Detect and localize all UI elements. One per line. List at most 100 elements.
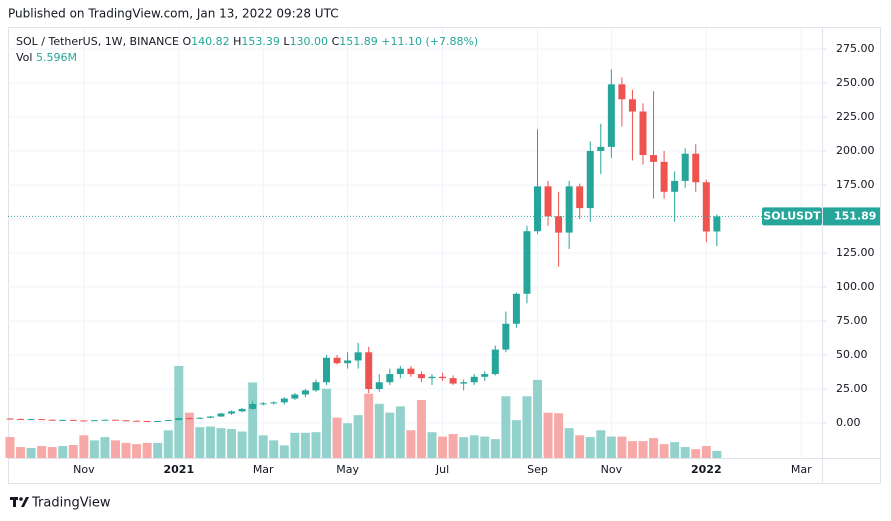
candle-body bbox=[175, 418, 183, 421]
volume-bar bbox=[111, 440, 120, 458]
y-tick-label: 250.00 bbox=[836, 76, 875, 89]
volume-bar bbox=[374, 403, 384, 458]
x-tick-label: Nov bbox=[73, 463, 95, 476]
candle-body bbox=[512, 293, 520, 324]
candle-body bbox=[291, 394, 299, 399]
candle-body bbox=[80, 420, 88, 422]
volume-bar bbox=[58, 446, 68, 458]
candle-body bbox=[470, 376, 478, 383]
volume-bar bbox=[290, 432, 300, 458]
candle-body bbox=[344, 360, 352, 364]
y-tick-label: 125.00 bbox=[836, 246, 875, 259]
candle-body bbox=[333, 357, 341, 364]
volume-bar bbox=[47, 447, 57, 458]
candle-body bbox=[185, 418, 193, 420]
candle-body bbox=[259, 403, 267, 405]
candle-body bbox=[59, 419, 67, 421]
candle-body bbox=[206, 416, 214, 418]
volume-bar bbox=[184, 412, 194, 458]
volume-legend: Vol 5.596M bbox=[16, 51, 77, 64]
candle-body bbox=[597, 146, 605, 151]
candle-body bbox=[586, 150, 594, 209]
volume-bar bbox=[163, 430, 173, 458]
candle-body bbox=[386, 374, 394, 383]
candle-body bbox=[439, 376, 447, 379]
symbol-label: SOLUSDT bbox=[763, 209, 821, 222]
volume-bar bbox=[227, 429, 237, 458]
candle-body bbox=[38, 419, 46, 421]
candle-body bbox=[555, 216, 563, 233]
volume-bar bbox=[406, 430, 416, 458]
candle-body bbox=[280, 398, 288, 403]
volume-bar bbox=[89, 440, 99, 458]
candle-body bbox=[249, 403, 257, 409]
volume-bar bbox=[522, 396, 532, 458]
volume-bar bbox=[364, 393, 374, 458]
candle-body bbox=[692, 153, 700, 183]
volume-bar bbox=[638, 441, 648, 458]
marks bbox=[5, 69, 822, 458]
candle-body bbox=[460, 382, 468, 384]
candle-body bbox=[544, 186, 552, 217]
volume-bar bbox=[395, 406, 405, 458]
volume-bar bbox=[680, 447, 690, 458]
y-tick-label: 100.00 bbox=[836, 280, 875, 293]
candle-body bbox=[69, 419, 77, 421]
candle-body bbox=[607, 84, 615, 147]
ohlc-label: L bbox=[283, 35, 290, 48]
volume-bar bbox=[353, 415, 363, 458]
candle-body bbox=[365, 352, 373, 390]
volume-bar bbox=[174, 366, 184, 458]
candle-body bbox=[407, 368, 415, 375]
volume-bar bbox=[300, 432, 310, 458]
y-tick-label: 225.00 bbox=[836, 110, 875, 123]
candle-body bbox=[671, 180, 679, 192]
candle-body bbox=[417, 374, 425, 379]
candle-body bbox=[323, 357, 330, 383]
volume-bar bbox=[269, 440, 279, 458]
candle-body bbox=[639, 111, 647, 156]
volume-bar bbox=[543, 412, 553, 458]
volume-bar bbox=[659, 444, 669, 458]
x-tick-label: Mar bbox=[253, 463, 274, 476]
candle-body bbox=[90, 420, 98, 422]
legend-row: SOL / TetherUS, 1W, BINANCE O140.82 H153… bbox=[16, 35, 478, 48]
volume-bar bbox=[68, 445, 78, 458]
volume-bar bbox=[438, 436, 448, 458]
volume-bar bbox=[533, 379, 542, 458]
candle-body bbox=[312, 382, 320, 391]
candle-body bbox=[196, 417, 204, 419]
volume-bar bbox=[16, 447, 26, 458]
volume-bar bbox=[617, 436, 627, 458]
volume-bar bbox=[480, 436, 490, 458]
x-tick-label: 2021 bbox=[163, 463, 194, 476]
candle-body bbox=[681, 153, 689, 181]
symbol: SOL / TetherUS, 1W, BINANCE bbox=[16, 35, 179, 48]
volume-bar bbox=[153, 442, 163, 458]
ohlc-value: 151.89 bbox=[339, 35, 378, 48]
volume-bar bbox=[132, 444, 142, 458]
volume-bar bbox=[427, 432, 437, 458]
candle-body bbox=[428, 376, 436, 379]
volume-bar bbox=[195, 427, 205, 458]
volume-label: Vol bbox=[16, 51, 32, 64]
candle-body bbox=[238, 408, 246, 412]
volume-bar bbox=[322, 388, 331, 458]
ohlc-label: C bbox=[332, 35, 340, 48]
axes: 0.0025.0050.0075.00100.00125.00150.00175… bbox=[73, 42, 880, 476]
candle-body bbox=[154, 420, 162, 422]
volume-bar bbox=[691, 449, 701, 458]
candle-body bbox=[112, 419, 119, 421]
volume-bar bbox=[258, 435, 268, 458]
ohlc-value: 153.39 bbox=[241, 35, 280, 48]
footer-logo bbox=[10, 497, 29, 507]
volume-bar bbox=[79, 435, 89, 458]
volume-bar bbox=[490, 439, 500, 458]
ohlc-value: 140.82 bbox=[191, 35, 230, 48]
volume-bar bbox=[343, 423, 353, 458]
volume-bar bbox=[670, 442, 680, 458]
candle-body bbox=[17, 418, 25, 420]
ohlc-value: 130.00 bbox=[290, 35, 329, 48]
ohlc-label: O bbox=[182, 35, 191, 48]
price-label-box bbox=[823, 207, 880, 226]
